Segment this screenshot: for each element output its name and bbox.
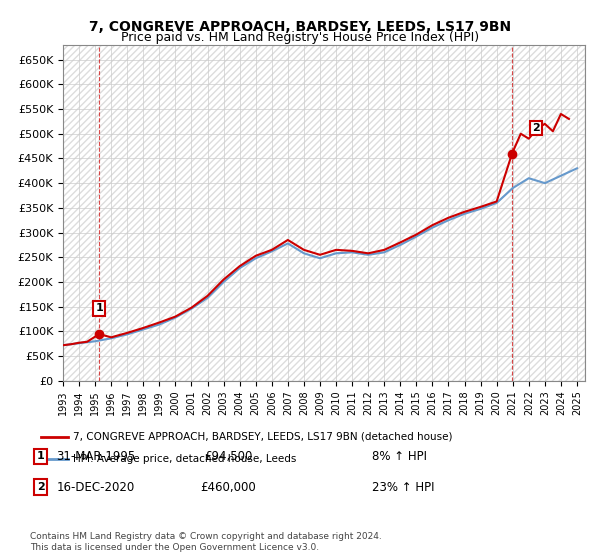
Text: 1: 1 [95, 304, 103, 314]
Text: 8% ↑ HPI: 8% ↑ HPI [372, 450, 427, 463]
Text: 23% ↑ HPI: 23% ↑ HPI [372, 480, 434, 494]
Text: HPI: Average price, detached house, Leeds: HPI: Average price, detached house, Leed… [73, 454, 296, 464]
Text: 7, CONGREVE APPROACH, BARDSEY, LEEDS, LS17 9BN: 7, CONGREVE APPROACH, BARDSEY, LEEDS, LS… [89, 20, 511, 34]
Text: 16-DEC-2020: 16-DEC-2020 [57, 480, 135, 494]
Text: 7, CONGREVE APPROACH, BARDSEY, LEEDS, LS17 9BN (detached house): 7, CONGREVE APPROACH, BARDSEY, LEEDS, LS… [73, 432, 453, 442]
Text: 1: 1 [37, 451, 44, 461]
Text: Contains HM Land Registry data © Crown copyright and database right 2024.
This d: Contains HM Land Registry data © Crown c… [30, 532, 382, 552]
Text: £460,000: £460,000 [200, 480, 256, 494]
Text: £94,500: £94,500 [204, 450, 252, 463]
Text: Price paid vs. HM Land Registry's House Price Index (HPI): Price paid vs. HM Land Registry's House … [121, 31, 479, 44]
Text: 2: 2 [37, 482, 44, 492]
Text: 2: 2 [532, 123, 540, 133]
Text: 31-MAR-1995: 31-MAR-1995 [56, 450, 136, 463]
